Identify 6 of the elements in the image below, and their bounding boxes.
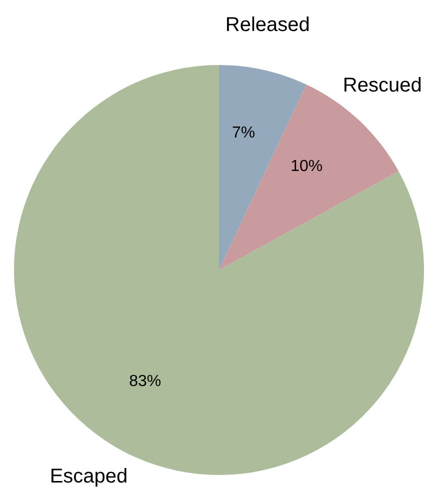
data-label: 7% [232,124,256,142]
slice-label: Released [225,14,310,36]
slice-label: Escaped [50,466,128,488]
data-label: 10% [290,158,323,175]
slice-label: Rescued [342,74,422,97]
data-label: 83% [129,372,162,390]
